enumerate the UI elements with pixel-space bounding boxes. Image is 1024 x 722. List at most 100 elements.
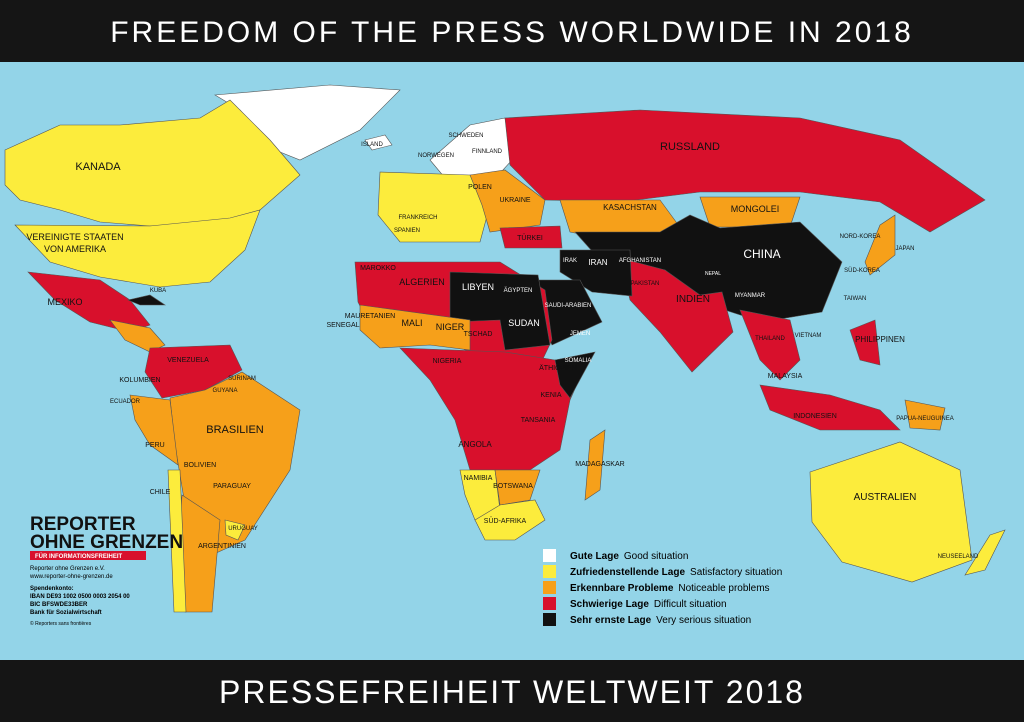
legend-label: Zufriedenstellende Lage [570,567,685,578]
country-label: MALI [401,318,422,328]
botswana [494,469,541,506]
country-label: PAKISTAN [631,281,660,287]
country-label: ECUADOR [110,399,141,405]
southeast-asia [739,309,801,381]
madagascar [584,429,606,501]
country-label: JAPAN [896,246,915,252]
country-label: KENIA [540,392,561,399]
usa [14,209,261,288]
indonesia [759,384,901,431]
legend: Gute Lage Good situation Zufriedenstellend… [543,549,782,626]
logo-tagline: FÜR INFORMATIONSFREIHEIT [35,553,123,560]
legend-swatch [543,597,556,610]
south-africa [474,499,546,541]
country-label: JEMEN [570,331,590,337]
country-label: MONGOLEI [731,204,780,214]
legend-swatch [543,549,556,562]
country-label: UKRAINE [499,197,530,204]
legend-translation: Very serious situation [656,615,751,626]
country-label: NEUSEELAND [938,554,979,560]
country-label: TSCHAD [464,331,493,338]
peru [129,394,179,466]
country-label: ÄTHIOPIEN [539,364,577,372]
country-label: TAIWAN [844,296,867,302]
country-label: SAUDI-ARABIEN [545,303,592,309]
country-label: SPANIEN [394,228,420,234]
logo: REPORTER [30,514,136,535]
country-label: INDIEN [676,294,710,305]
country-label: BRASILIEN [206,424,264,436]
country-label: PARAGUAY [213,483,251,490]
country-label: NORWEGEN [418,153,454,159]
country-label: NORD-KOREA [840,234,881,240]
legend-translation: Good situation [624,551,689,562]
country-label: KASACHSTAN [603,203,657,212]
country-label: MYANMAR [735,293,766,299]
country-label: ISLAND [361,142,383,148]
iran-iraq [559,249,633,297]
legend-label: Schwierige Lage [570,599,649,610]
japan [864,214,896,276]
australia [809,441,973,583]
country-label: CHINA [743,247,780,261]
country-label: KOLUMBIEN [119,377,160,384]
publisher-name: Reporter ohne Grenzen e.V. [30,566,105,572]
country-label: BOTSWANA [493,483,533,490]
country-label: ANGOLA [458,440,492,449]
country-label: VENEZUELA [167,357,209,364]
country-label: VON AMERIKA [44,244,106,254]
cuba [127,294,166,306]
country-label: MAROKKO [360,265,396,272]
country-label: MEXIKO [47,297,82,307]
country-label: AUSTRALIEN [854,492,917,503]
country-label: SCHWEDEN [448,133,483,139]
country-label: NEPAL [705,271,721,277]
country-label: SURINAM [228,376,256,382]
bic: BIC BFSWDE33BER [30,602,88,608]
legend-translation: Noticeable problems [678,583,769,594]
country-label: ÄGYPTEN [504,287,533,294]
legend-label: Sehr ernste Lage [570,615,652,626]
country-label: MAURETANIEN [345,313,395,320]
legend-swatch [543,613,556,626]
country-label: CHILE [150,489,171,496]
country-label: SÜD-AFRIKA [484,517,527,525]
country-label: URUGUAY [228,526,258,532]
country-label: IRAN [588,258,607,267]
south-asia [619,257,734,373]
logo: OHNE GRENZEN [30,532,183,553]
country-label: NIGERIA [433,358,462,365]
bank: Bank für Sozialwirtschaft [30,610,102,616]
country-label: ALGERIEN [399,277,445,287]
legend-label: Erkennbare Probleme [570,583,674,594]
country-label: MALAYSIA [768,373,803,380]
footer-title: PRESSEFREIHEIT WELTWEIT 2018 [219,674,805,710]
country-label: NAMIBIA [464,475,493,482]
russia [504,109,986,233]
country-label: VEREINIGTE STAATEN [26,232,123,242]
central-africa [399,347,591,471]
countries [4,84,1006,613]
country-label: TANSANIA [521,417,556,424]
eastern-europe [469,169,546,233]
legend-swatch [543,565,556,578]
logo-bar [30,551,146,560]
country-label: BOLIVIEN [184,462,216,469]
country-label: POLEN [468,184,492,191]
turkey [499,225,563,249]
country-label: IRAK [563,258,577,264]
legend-translation: Satisfactory situation [690,567,782,578]
country-label: INDONESIEN [793,413,837,420]
copyright: © Reporters sans frontières [30,620,92,627]
country-label: FINNLAND [472,149,503,155]
publisher-website: www.reporter-ohne-grenzen.de [29,574,113,580]
iban: IBAN DE93 1002 0500 0003 2054 00 [30,594,130,600]
country-label: NIGER [436,322,465,332]
header-bar [0,0,1024,62]
footer-bar [0,660,1024,722]
country-label: AFGHANISTAN [619,258,661,264]
country-label: SÜD-KOREA [844,267,880,274]
country-label: SUDAN [508,318,540,328]
